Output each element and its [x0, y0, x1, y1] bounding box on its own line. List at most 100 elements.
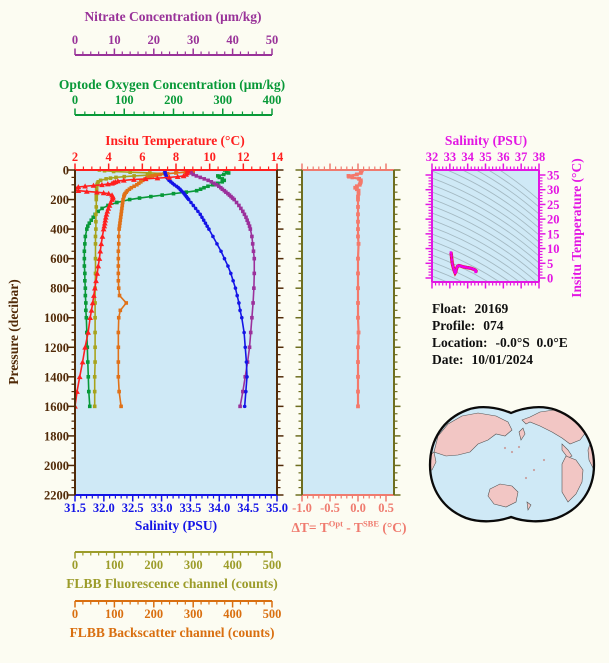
tick-label: 200 — [50, 193, 69, 207]
fluorescence-axis: 0 100 200 300 400 500 — [72, 551, 281, 572]
tick-label: 33.5 — [179, 501, 201, 515]
tick-label: 32.0 — [93, 501, 115, 515]
temperature-axis-title: Insitu Temperature (°C) — [105, 133, 245, 148]
delta-t-left-axis — [295, 169, 303, 496]
tick-label: 35.0 — [266, 501, 288, 515]
tick-label: 33.0 — [151, 501, 173, 515]
tick-label: 1400 — [44, 370, 69, 384]
float-info-line: Float: 20169 — [432, 301, 509, 316]
backscatter-axis: 0 100 200 300 400 500 — [72, 600, 282, 621]
tick-label: 33 — [444, 150, 457, 164]
tick-label: 14 — [271, 150, 284, 164]
oxygen-axis: 0 100 200 300 400 — [72, 93, 282, 116]
tick-label: 34 — [461, 150, 474, 164]
tick-label: 100 — [105, 607, 124, 621]
tick-label: 35 — [479, 150, 492, 164]
tick-label: 5 — [547, 257, 553, 271]
tick-label: 400 — [223, 607, 242, 621]
tick-label: 30 — [547, 183, 560, 197]
tick-label: 300 — [213, 93, 232, 107]
tick-label: 100 — [105, 558, 124, 572]
tick-label: 2 — [72, 150, 78, 164]
salinity-axis-title: Salinity (PSU) — [134, 518, 218, 533]
tick-label: 600 — [50, 252, 69, 266]
tick-label: 10 — [547, 242, 560, 256]
tick-label: 200 — [164, 93, 183, 107]
tick-label: 0.5 — [378, 501, 394, 515]
float-info-line: Location: -0.0°S 0.0°E — [432, 335, 568, 350]
tick-label: 50 — [266, 33, 279, 47]
temperature-axis: 2 4 6 8 10 12 14 — [72, 150, 284, 171]
tick-label: 200 — [144, 607, 163, 621]
tick-label: 8 — [173, 150, 179, 164]
tick-label: 35 — [547, 168, 560, 182]
tick-label: 20 — [547, 213, 560, 227]
tick-label: 34.5 — [237, 501, 259, 515]
tick-label: 12 — [237, 150, 250, 164]
tick-label: 34.0 — [208, 501, 230, 515]
tick-label: -0.5 — [320, 501, 340, 515]
delta-t-bottom-axis: -1.0 -0.5 0.0 0.5 — [292, 494, 394, 515]
delta-t-right-axis — [393, 169, 401, 496]
tick-label: 38 — [533, 150, 546, 164]
tick-label: 15 — [547, 227, 560, 241]
ts-salinity-axis-title: Salinity (PSU) — [444, 133, 528, 148]
delta-t-plot-area — [302, 170, 394, 495]
tick-label: -1.0 — [292, 501, 312, 515]
nitrate-axis: 0 10 20 30 40 50 — [72, 33, 279, 56]
tick-label: 10 — [203, 150, 216, 164]
world-map — [428, 406, 596, 523]
float-info-line: Profile: 074 — [432, 318, 504, 333]
backscatter-axis-title: FLBB Backscatter channel (counts) — [69, 625, 275, 640]
tick-label: 800 — [50, 282, 69, 296]
tick-label: 30 — [187, 33, 200, 47]
tick-label: 400 — [223, 558, 242, 572]
tick-label: 1600 — [44, 400, 69, 414]
tick-label: 37 — [515, 150, 528, 164]
tick-label: 300 — [184, 607, 203, 621]
tick-label: 200 — [144, 558, 163, 572]
float-info-line: Date: 10/01/2024 — [432, 352, 533, 367]
salinity-axis: 31.5 32.0 32.5 33.0 33.5 34.0 34.5 35.0 — [64, 494, 288, 515]
tick-label: 36 — [497, 150, 510, 164]
tick-label: 40 — [226, 33, 239, 47]
tick-label: 1200 — [44, 341, 69, 355]
tick-label: 31.5 — [64, 501, 86, 515]
ts-temperature-axis-title: Insitu Temperature (°C) — [569, 158, 584, 298]
tick-label: 0.0 — [350, 501, 366, 515]
tick-label: 500 — [263, 607, 282, 621]
tick-label: 2200 — [44, 489, 69, 503]
tick-label: 300 — [184, 558, 203, 572]
tick-label: 1800 — [44, 429, 69, 443]
tick-label: 4 — [106, 150, 113, 164]
tick-label: 0 — [72, 93, 78, 107]
tick-label: 2000 — [44, 459, 69, 473]
tick-label: 400 — [50, 223, 69, 237]
pressure-axis-title: Pressure (decibar) — [6, 279, 21, 385]
tick-label: 100 — [115, 93, 134, 107]
tick-label: 400 — [263, 93, 282, 107]
tick-label: 0 — [72, 33, 78, 47]
tick-label: 0 — [72, 607, 78, 621]
float-info-block: Float: 20169 Profile: 074 Location: -0.0°S … — [432, 300, 568, 368]
pressure-axis: 0 200 400 600 800 1000 1200 1400 1600 1800 2000 220… — [44, 164, 76, 503]
fluorescence-axis-title: FLBB Fluorescence channel (counts) — [66, 576, 278, 591]
tick-label: 0 — [63, 164, 69, 178]
delta-t-axis-title: ΔT= TOpt - TSBE (°C) — [291, 518, 407, 535]
delta-t-top-axis — [301, 163, 394, 171]
tick-label: 20 — [148, 33, 161, 47]
ts-left-axis — [425, 170, 433, 282]
oxygen-axis-title: Optode Oxygen Concentration (μm/kg) — [58, 77, 286, 92]
tick-label: 10 — [108, 33, 121, 47]
tick-label: 32 — [426, 150, 439, 164]
tick-label: 0 — [72, 558, 78, 572]
tick-label: 25 — [547, 198, 560, 212]
ts-plot-area — [432, 170, 539, 282]
main-right-axis — [276, 169, 284, 496]
tick-label: 1000 — [44, 311, 69, 325]
ts-bottom-axis — [431, 281, 540, 289]
tick-label: 32.5 — [122, 501, 144, 515]
